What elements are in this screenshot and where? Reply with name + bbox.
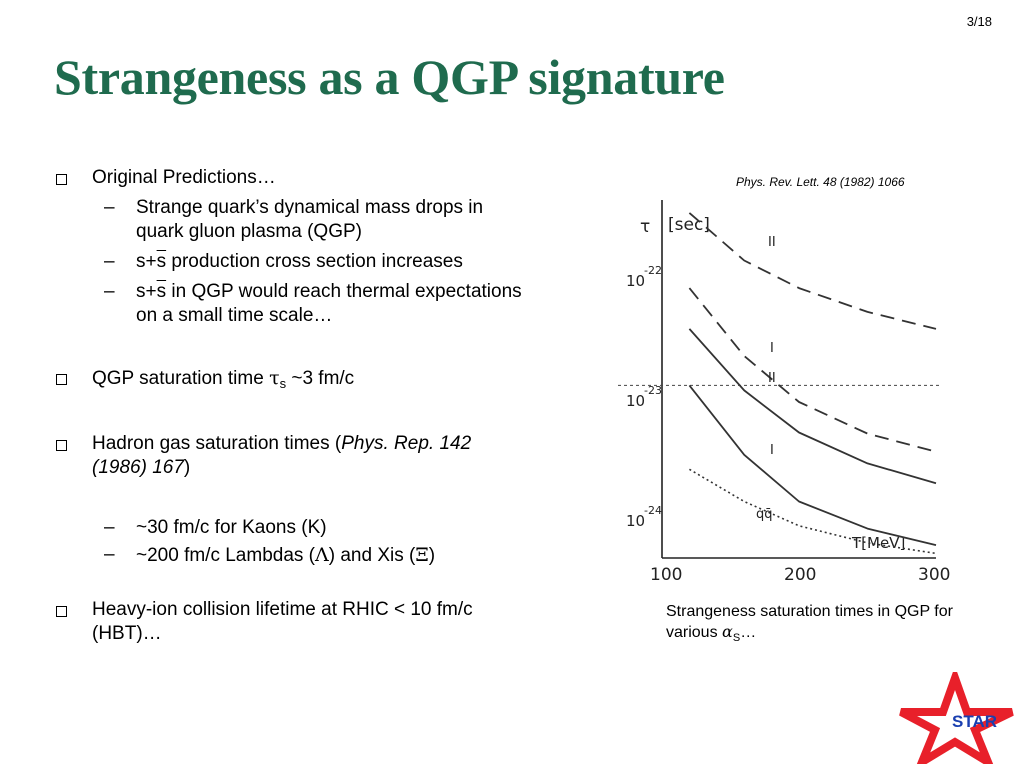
lambda-symbol: Λ — [315, 544, 329, 566]
slide-number: 3/18 — [966, 14, 992, 29]
subscript-s: s — [279, 376, 287, 391]
caption-ellipsis: … — [740, 624, 757, 641]
y-axis-tau-label: τ — [640, 217, 650, 237]
dash-bullet-icon: – — [104, 517, 115, 538]
y-tick-label-1e-22: 10 -22 — [626, 264, 662, 290]
bullet-text-post: ) — [183, 457, 191, 478]
series-line-2-solid — [688, 328, 937, 485]
dash-bullet-icon: – — [104, 544, 115, 565]
curve-label-i-dashed: I — [770, 341, 774, 356]
curve-label-qq: qq̄ — [756, 507, 773, 522]
bullet-list: Original Predictions… – Strange quark’s … — [54, 166, 524, 646]
series-line-1-dashed — [688, 287, 937, 453]
bullet-text: Original Predictions… — [92, 167, 276, 188]
square-bullet-icon — [56, 440, 67, 451]
square-bullet-icon — [56, 606, 67, 617]
x-tick-label-200: 200 — [784, 565, 816, 585]
square-bullet-icon — [56, 374, 67, 385]
bullet-text-pre: Hadron gas saturation times ( — [92, 433, 342, 454]
y-tick-base: 10 — [626, 512, 645, 530]
alpha-symbol: α — [722, 622, 733, 641]
y-tick-base: 10 — [626, 392, 645, 410]
x-tick-label-100: 100 — [650, 565, 682, 585]
curve-label-ii-dashed: II — [768, 235, 776, 250]
dash-bullet-icon: – — [104, 281, 115, 302]
x-tick-label-300: 300 — [918, 565, 950, 585]
bullet-hadron-gas: Hadron gas saturation times (Phys. Rep. … — [54, 432, 524, 480]
sub-bullet-cross-section: – s+s production cross section increases — [54, 250, 524, 274]
series-line-3-solid — [688, 384, 937, 546]
s-bar-symbol: s — [156, 281, 167, 302]
bullet-text-post: ~3 fm/c — [286, 368, 355, 389]
star-outline — [899, 672, 1014, 764]
sub-bullet-text-pre: s+ — [136, 281, 157, 302]
sub-bullet-kaons: – ~30 fm/c for Kaons (K) — [54, 516, 524, 540]
sub-bullet-thermal: – s+s in QGP would reach thermal expecta… — [54, 280, 524, 328]
bullet-text: Heavy-ion collision lifetime at RHIC < 1… — [92, 599, 473, 644]
s-bar-symbol: s — [156, 251, 167, 272]
sub-bullet-text-pre: ~200 fm/c Lambdas ( — [136, 545, 316, 566]
dash-bullet-icon: – — [104, 251, 115, 272]
square-bullet-icon — [56, 174, 67, 185]
star-logo-icon — [899, 672, 1014, 764]
sub-bullet-mass: – Strange quark’s dynamical mass drops i… — [54, 196, 524, 244]
series-layer — [618, 212, 940, 555]
bullet-original-predictions: Original Predictions… — [54, 166, 524, 190]
star-logo-text: STAR — [952, 712, 998, 731]
y-tick-exponent: -24 — [644, 504, 662, 517]
caption-text: Strangeness saturation times in QGP for … — [666, 603, 953, 641]
xi-symbol: Ξ — [415, 544, 429, 566]
bullet-collision-lifetime: Heavy-ion collision lifetime at RHIC < 1… — [54, 598, 524, 646]
sub-bullet-text-post: production cross section increases — [166, 251, 463, 272]
y-tick-label-1e-24: 10 -24 — [626, 504, 662, 530]
sub-bullet-text: Strange quark’s dynamical mass drops in … — [136, 197, 484, 242]
series-line-0-dashed — [688, 212, 937, 330]
curve-label-i-solid: I — [770, 443, 774, 458]
sub-bullet-text: ~30 fm/c for Kaons (K) — [136, 517, 327, 538]
slide-title: Strangeness as a QGP signature — [54, 49, 725, 105]
y-tick-base: 10 — [626, 272, 645, 290]
figure-caption: Strangeness saturation times in QGP for … — [666, 602, 966, 648]
tau-symbol: τ — [269, 367, 280, 389]
bullet-qgp-saturation: QGP saturation time τs ~3 fm/c — [54, 366, 524, 396]
plot-svg: τ [sec] 10 -22 10 -23 10 -24 T[MeV] 100 … — [617, 199, 950, 585]
y-tick-exponent: -23 — [644, 384, 662, 397]
reference-citation: Phys. Rep. 142 (1986) 167 — [92, 433, 472, 478]
x-axis-unit-label: T[MeV] — [851, 534, 905, 552]
sub-bullet-text-post: ) — [428, 545, 436, 566]
sub-bullet-lambdas: – ~200 fm/c Lambdas (Λ) and Xis (Ξ) — [54, 543, 524, 568]
y-axis-unit-label: [sec] — [668, 215, 710, 235]
subscript-s: S — [732, 632, 741, 645]
sub-bullet-text-post: in QGP would reach thermal expectations … — [136, 281, 522, 326]
figure-citation: Phys. Rev. Lett. 48 (1982) 1066 — [736, 175, 905, 189]
y-tick-exponent: -22 — [644, 264, 662, 277]
dash-bullet-icon: – — [104, 197, 115, 218]
sub-bullet-text-mid: ) and Xis ( — [328, 545, 416, 566]
curve-label-ii-solid: II — [768, 371, 776, 386]
sub-bullet-text-pre: s+ — [136, 251, 157, 272]
saturation-time-plot: τ [sec] 10 -22 10 -23 10 -24 T[MeV] 100 … — [600, 192, 960, 592]
y-tick-label-1e-23: 10 -23 — [626, 384, 662, 410]
bullet-text-pre: QGP saturation time — [92, 368, 270, 389]
